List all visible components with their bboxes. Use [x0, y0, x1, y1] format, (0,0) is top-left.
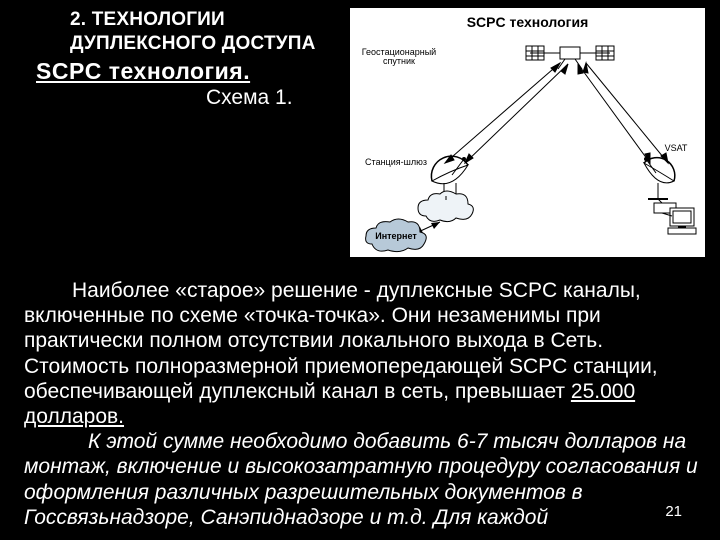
section-title: 2. ТЕХНОЛОГИИ ДУПЛЕКСНОГО ДОСТУПА — [36, 8, 346, 56]
diagram-title: SCPC технология — [350, 14, 705, 30]
subsection-title: SCPC технология. — [36, 58, 346, 85]
heading-line1: 2. ТЕХНОЛОГИИ — [36, 8, 225, 32]
body-text: Наиболее «старое» решение - дуплексные S… — [24, 278, 700, 530]
label-internet: Интернет — [368, 232, 424, 241]
slide: 2. ТЕХНОЛОГИИ ДУПЛЕКСНОГО ДОСТУПА SCPC т… — [0, 0, 720, 540]
paragraph-2: К этой сумме необходимо добавить 6-7 тыс… — [24, 430, 698, 529]
cloud-icon — [418, 191, 473, 222]
satellite-icon — [526, 46, 614, 69]
heading-block: 2. ТЕХНОЛОГИИ ДУПЛЕКСНОГО ДОСТУПА SCPC т… — [36, 8, 346, 85]
label-satellite: Геостационарныйспутник — [356, 48, 442, 67]
scheme-label: Схема 1. — [206, 86, 293, 110]
label-vsat: VSAT — [656, 144, 696, 153]
page-number: 21 — [665, 503, 682, 520]
diagram-svg — [350, 8, 705, 257]
heading-line2: ДУПЛЕКСНОГО ДОСТУПА — [36, 32, 316, 56]
beam-lines — [445, 63, 668, 163]
computer-icon — [668, 208, 696, 234]
paragraph-1: Наиболее «старое» решение - дуплексные S… — [24, 279, 658, 403]
label-gateway: Станция-шлюз — [356, 158, 436, 167]
scpc-diagram: SCPC технология — [350, 8, 705, 257]
vsat-dish-icon — [644, 157, 676, 213]
